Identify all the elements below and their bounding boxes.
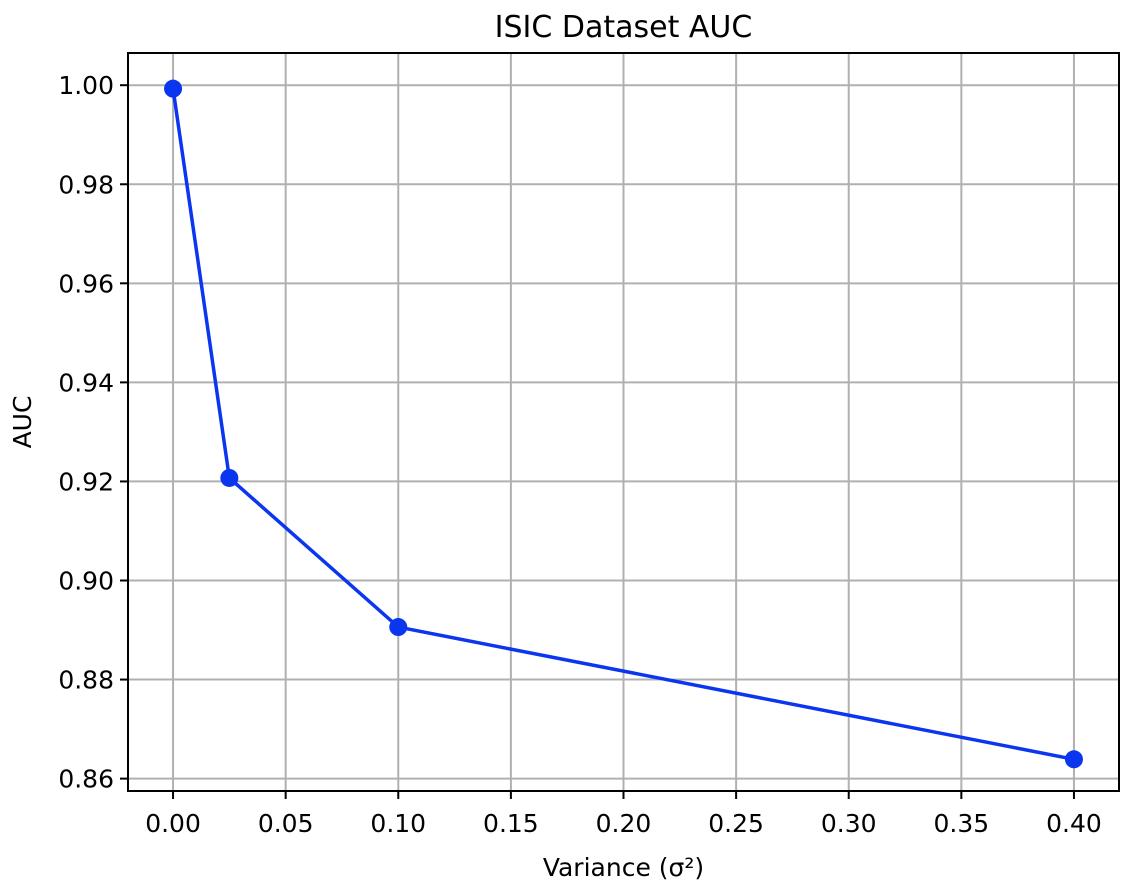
y-tick-label: 0.88: [58, 666, 114, 695]
grid: [128, 53, 1119, 791]
series-layer: [164, 79, 1083, 769]
x-tick-label: 0.10: [370, 809, 426, 838]
x-tick-label: 0.25: [708, 809, 764, 838]
y-tick-label: 0.94: [58, 368, 114, 397]
data-point: [1064, 750, 1083, 769]
y-axis-title: AUC: [8, 396, 37, 449]
chart-title: ISIC Dataset AUC: [495, 10, 753, 45]
y-tick-label: 0.98: [58, 170, 114, 199]
x-tick-label: 0.30: [821, 809, 877, 838]
data-point: [220, 468, 239, 487]
x-axis-title: Variance (σ²): [543, 853, 704, 882]
x-tick-label: 0.40: [1046, 809, 1102, 838]
data-point: [389, 618, 408, 637]
x-tick-label: 0.05: [258, 809, 314, 838]
axis-ticks: 0.00 0.05 0.10 0.15 0.20 0.25 0.30 0.35 0.40 0.86…: [58, 71, 1101, 838]
y-tick-label: 0.90: [58, 566, 114, 595]
y-tick-label: 0.96: [58, 269, 114, 298]
y-tick-label: 0.92: [58, 467, 114, 496]
x-tick-label: 0.15: [483, 809, 539, 838]
y-tick-label: 0.86: [58, 765, 114, 794]
x-tick-label: 0.35: [934, 809, 990, 838]
data-point: [164, 79, 183, 98]
series-line: [171, 88, 1075, 762]
y-tick-label: 1.00: [58, 71, 114, 100]
x-tick-label: 0.20: [596, 809, 652, 838]
x-tick-label: 0.00: [145, 809, 201, 838]
